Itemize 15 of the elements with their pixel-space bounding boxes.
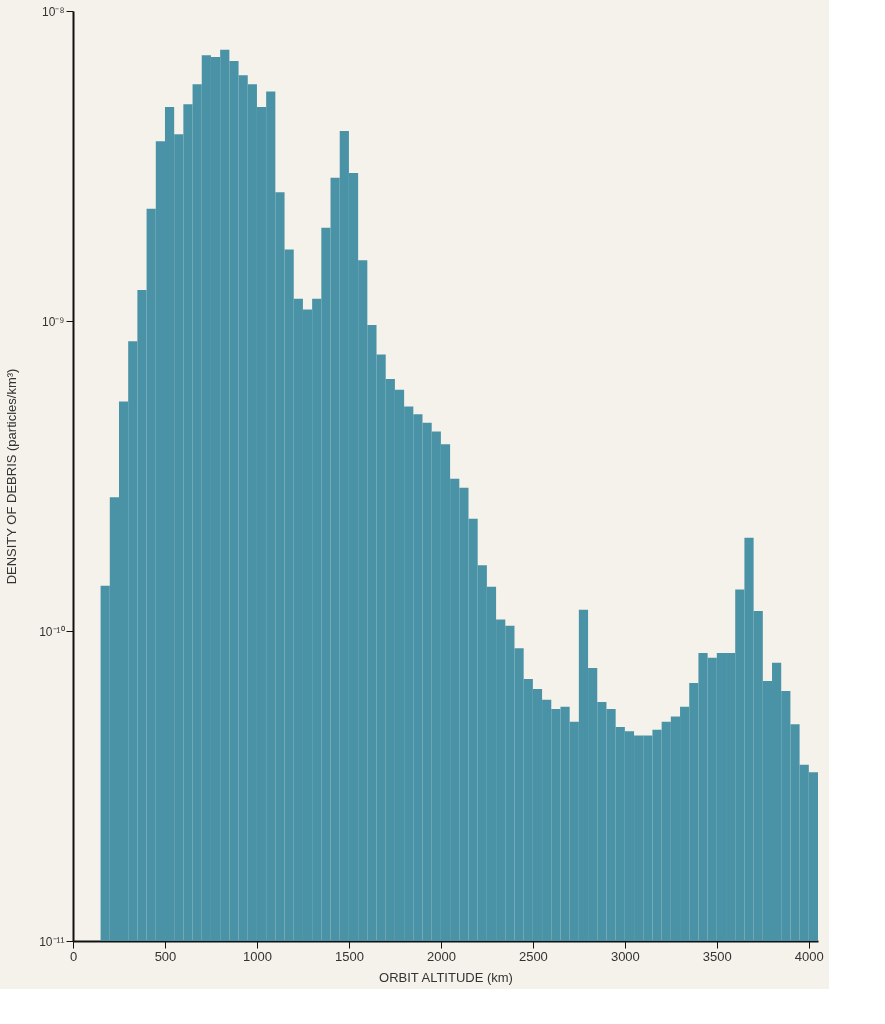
- y-tick-label: 10⁻⁸: [42, 4, 65, 19]
- y-tick-label: 10⁻¹⁰: [39, 624, 65, 639]
- x-tick-label: 1500: [334, 948, 364, 964]
- y-tick-label: 10⁻⁹: [42, 314, 65, 329]
- y-tick-label: 10⁻¹¹: [39, 934, 65, 949]
- x-tick-label: 0: [69, 948, 78, 964]
- x-tick-label: 2000: [426, 948, 456, 964]
- x-tick-label: 3500: [702, 948, 732, 964]
- x-tick-label: 500: [154, 948, 177, 964]
- x-axis-title: ORBIT ALTITUDE (km): [379, 969, 513, 985]
- y-axis-title: DENSITY OF DEBRIS (particles/km³): [4, 368, 20, 585]
- x-tick-label: 2500: [518, 948, 548, 964]
- x-tick-label: 3000: [610, 948, 640, 964]
- x-tick-label: 4000: [794, 948, 824, 964]
- x-tick-label: 1000: [242, 948, 272, 964]
